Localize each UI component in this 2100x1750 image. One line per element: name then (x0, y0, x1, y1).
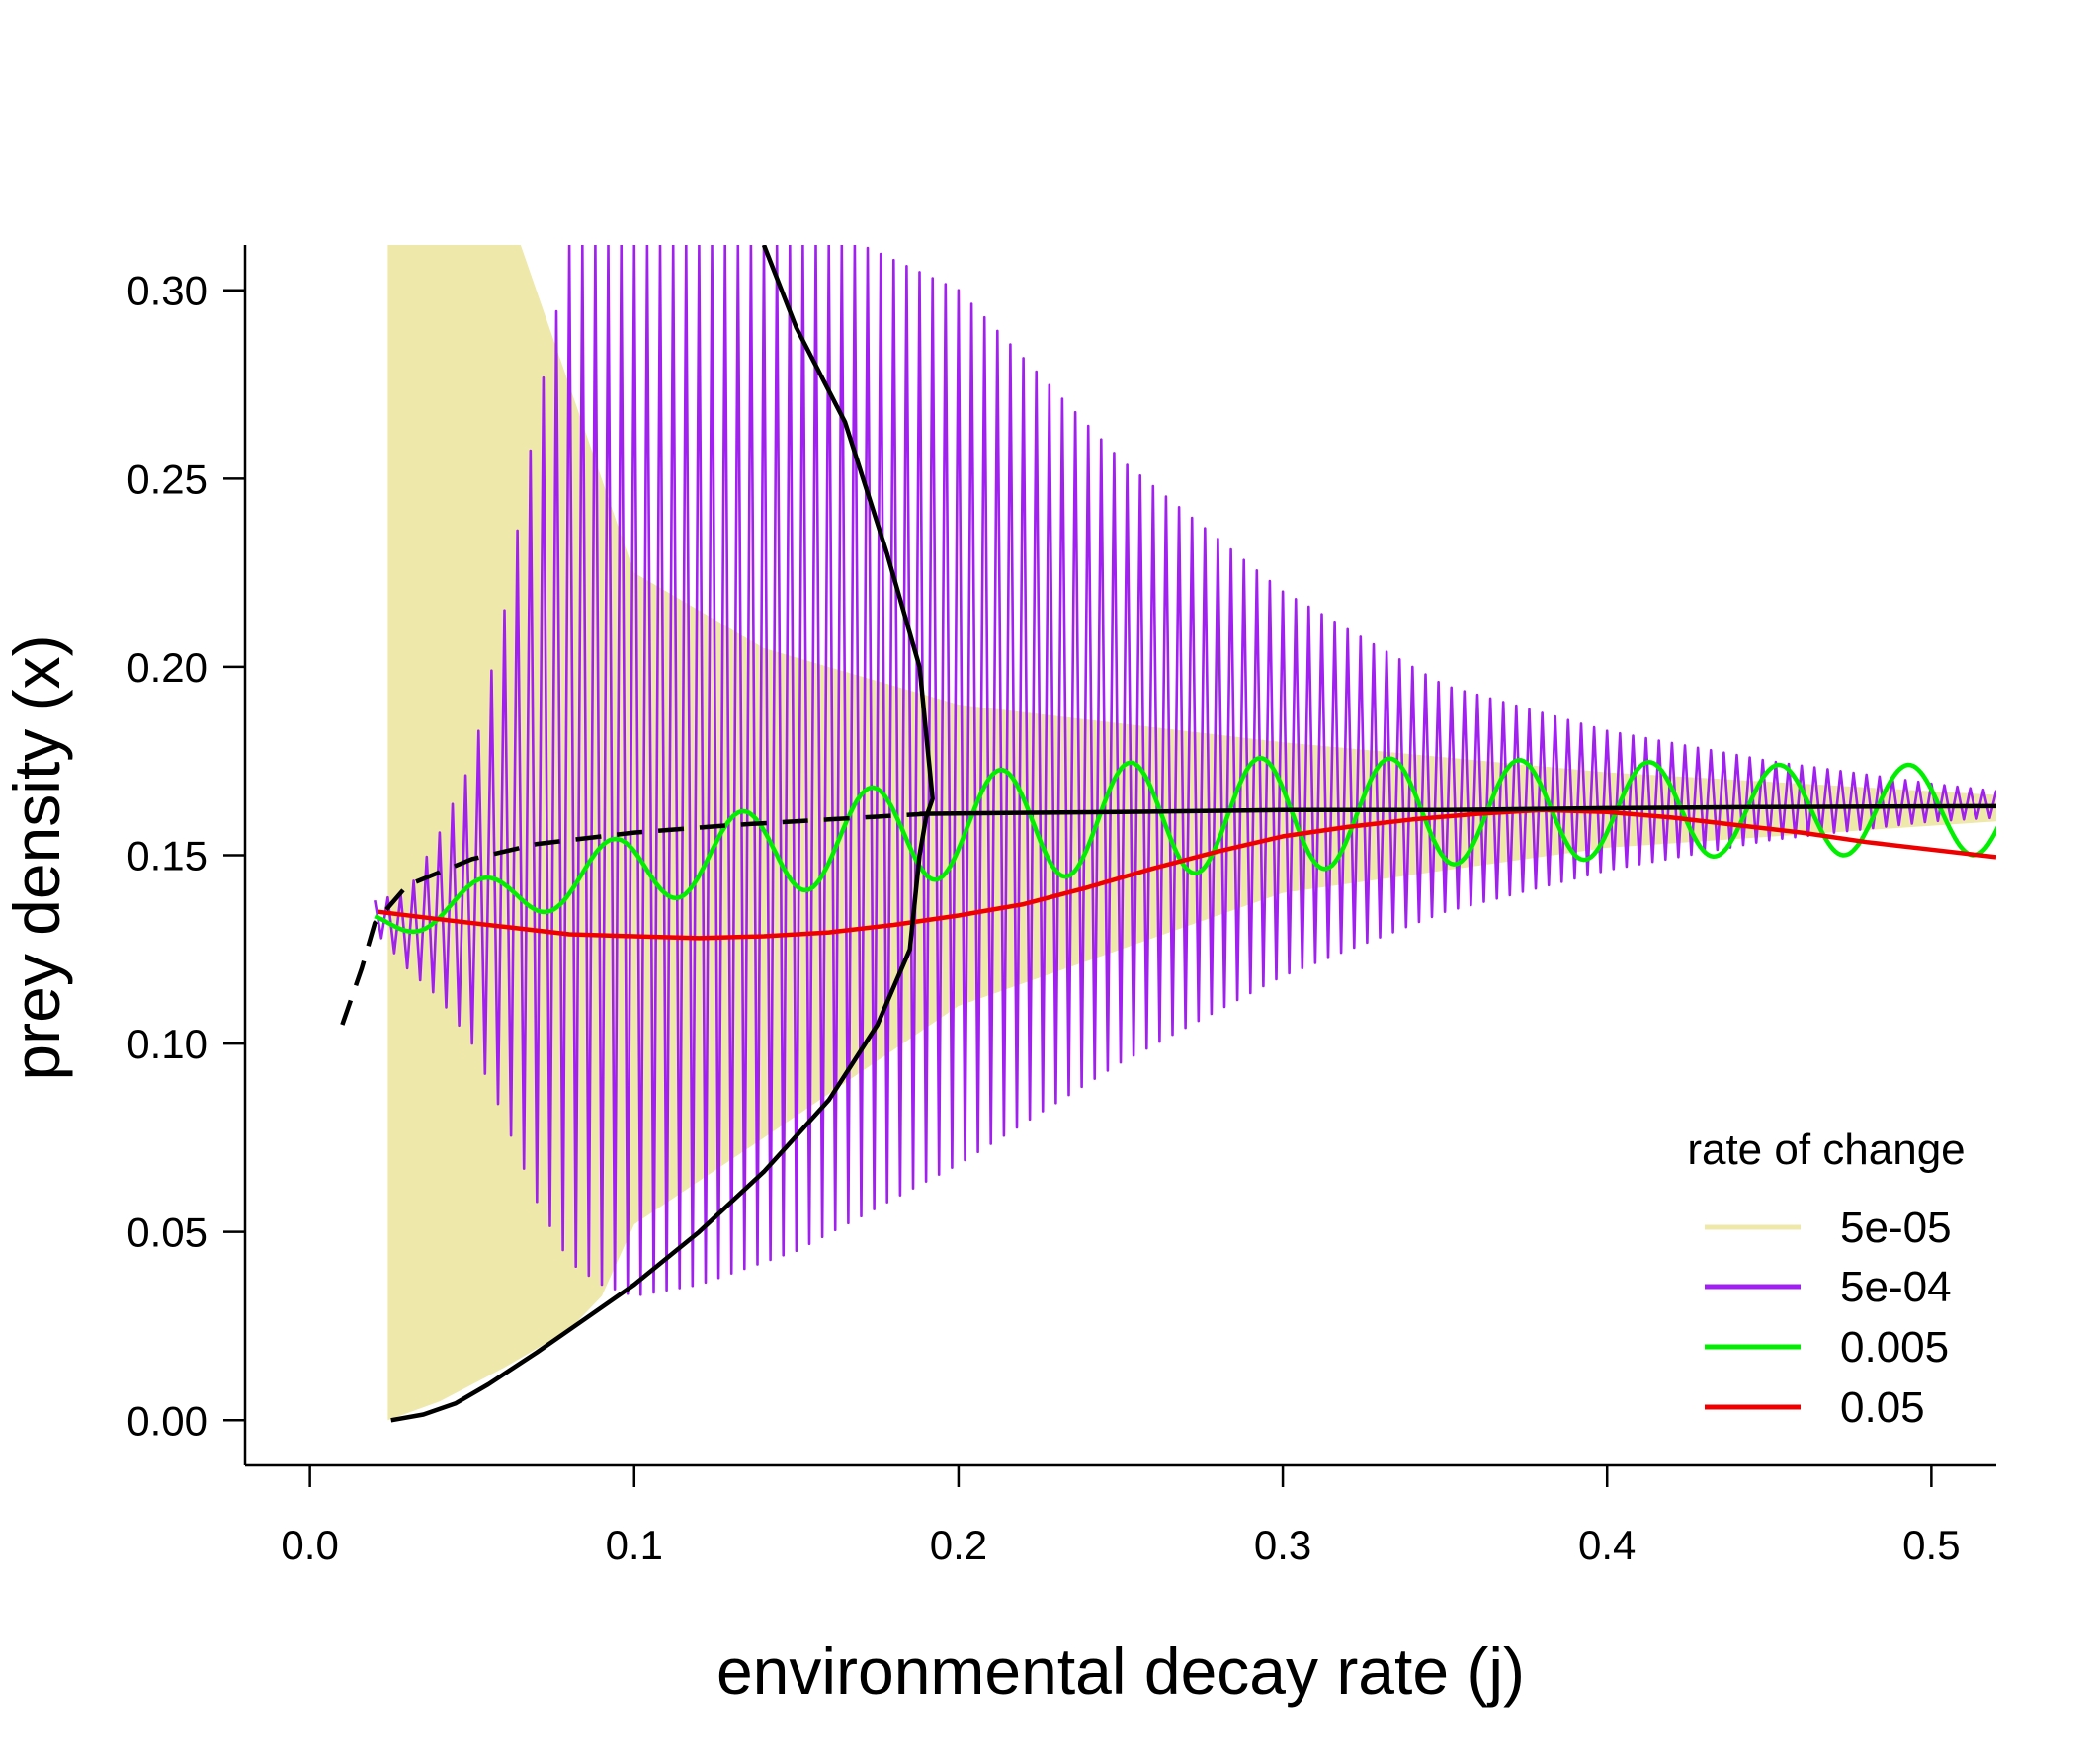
legend: rate of change 5e-05 5e-04 0.005 0.05 (1687, 1125, 1965, 1432)
legend-entry: 0.05 (1705, 1383, 1925, 1432)
series-0.05-line (378, 807, 1996, 941)
envelope-layer (387, 245, 1996, 1421)
series-5e-04-line (374, 245, 1996, 1296)
x-axis-title: environmental decay rate (j) (716, 1634, 1525, 1708)
y-tick-label: 0.15 (126, 833, 208, 879)
y-tick-label: 0.10 (126, 1021, 208, 1067)
y-ticks: 0.00 0.05 0.10 0.15 0.20 0.25 0.30 (126, 268, 245, 1444)
x-tick-label: 0.0 (281, 1522, 338, 1568)
legend-entry: 5e-05 (1705, 1204, 1952, 1252)
legend-label: 5e-05 (1840, 1204, 1952, 1252)
x-ticks: 0.0 0.1 0.2 0.3 0.4 0.5 (281, 1465, 1961, 1568)
axes: 0.0 0.1 0.2 0.3 0.4 0.5 0.000.050.100.150.200… (126, 245, 1996, 1568)
legend-label: 0.05 (1840, 1383, 1925, 1432)
plot-area (340, 245, 1996, 1423)
legend-entry: 0.005 (1705, 1323, 1949, 1372)
unstable-equilibrium-line (340, 811, 927, 1026)
lines-layer (340, 245, 1996, 1423)
y-tick-label: 0.25 (126, 456, 208, 502)
equilibrium-line (919, 803, 1996, 816)
x-tick-label: 0.4 (1578, 1522, 1636, 1568)
equilibrium-line (390, 245, 935, 1423)
y-axis-title: prey density (x) (0, 634, 73, 1080)
x-tick-label: 0.5 (1902, 1522, 1960, 1568)
legend-label: 0.005 (1840, 1323, 1949, 1372)
series-5e-05-envelope (387, 245, 1996, 1421)
legend-entry: 5e-04 (1705, 1263, 1952, 1311)
x-tick-label: 0.3 (1254, 1522, 1311, 1568)
y-tick-label: 0.20 (126, 644, 208, 691)
y-tick-label: 0.00 (126, 1397, 208, 1444)
x-tick-label: 0.1 (606, 1522, 663, 1568)
legend-label: 5e-04 (1840, 1263, 1952, 1311)
y-tick-label: 0.30 (126, 268, 208, 314)
x-tick-label: 0.2 (930, 1522, 987, 1568)
oscillation-layer (374, 245, 1996, 1296)
legend-title: rate of change (1687, 1125, 1965, 1174)
y-tick-label: 0.05 (126, 1209, 208, 1256)
